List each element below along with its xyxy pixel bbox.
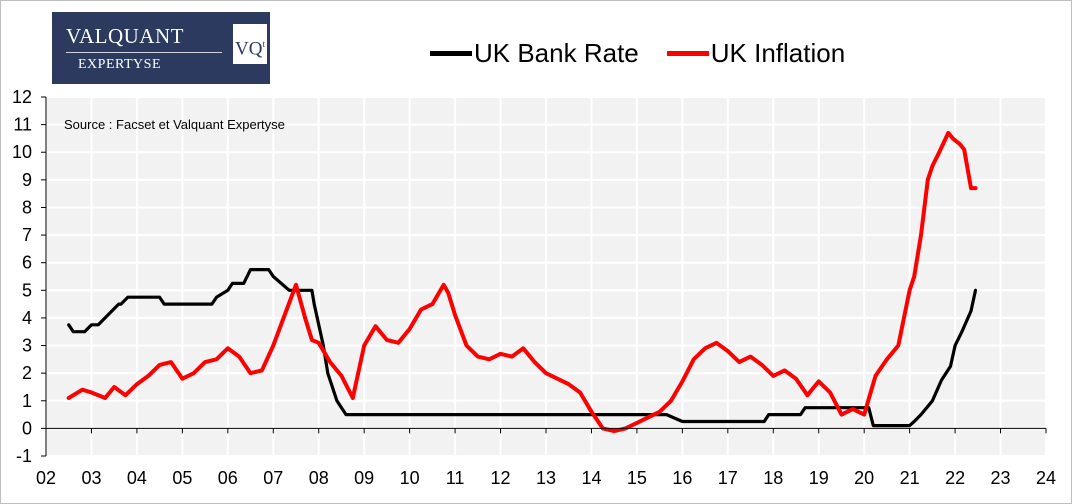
y-tick-label: 4 xyxy=(22,308,32,328)
logo-monogram: VQt xyxy=(233,24,267,64)
x-tick-label: 02 xyxy=(36,468,56,488)
y-tick-label: 11 xyxy=(13,115,32,135)
logo-rule xyxy=(66,52,222,53)
x-tick-label: 24 xyxy=(1036,468,1056,488)
legend-label-inflation: UK Inflation xyxy=(710,37,846,68)
source-note: Source : Facset et Valquant Expertyse xyxy=(64,117,285,132)
y-tick-label: 1 xyxy=(22,391,32,411)
x-tick-label: 07 xyxy=(263,468,283,488)
chart-legend: UK Bank Rate UK Inflation xyxy=(430,36,873,70)
x-tick-label: 22 xyxy=(945,468,965,488)
x-tick-label: 09 xyxy=(354,468,374,488)
x-tick-label: 10 xyxy=(400,468,420,488)
legend-item-bank-rate: UK Bank Rate xyxy=(430,38,639,69)
x-tick-label: 11 xyxy=(446,468,465,488)
legend-label-bank-rate: UK Bank Rate xyxy=(474,37,639,68)
y-tick-label: 2 xyxy=(22,363,32,383)
logo-monogram-text: VQ xyxy=(235,38,263,60)
x-tick-label: 05 xyxy=(172,468,192,488)
x-tick-label: 04 xyxy=(127,468,147,488)
y-tick-label: 8 xyxy=(22,197,32,217)
x-tick-label: 03 xyxy=(81,468,101,488)
x-tick-label: 06 xyxy=(218,468,238,488)
valquant-logo: VALQUANT EXPERTYSE VQt xyxy=(52,12,270,84)
y-tick-label: 6 xyxy=(22,253,32,273)
y-tick-label: 5 xyxy=(22,280,32,300)
x-tick-label: 19 xyxy=(809,468,829,488)
y-tick-label: 10 xyxy=(12,142,32,162)
y-tick-label: 3 xyxy=(22,336,32,356)
y-tick-label: 7 xyxy=(22,225,32,245)
x-tick-label: 20 xyxy=(854,468,874,488)
logo-monogram-sup: t xyxy=(262,39,265,49)
legend-item-inflation: UK Inflation xyxy=(666,37,846,69)
y-tick-label: 12 xyxy=(12,87,32,107)
y-tick-label: -1 xyxy=(16,446,32,466)
y-tick-label: 9 xyxy=(22,170,32,190)
x-tick-label: 12 xyxy=(491,468,511,488)
x-tick-label: 13 xyxy=(536,468,556,488)
x-tick-label: 23 xyxy=(991,468,1011,488)
logo-line1: VALQUANT xyxy=(66,24,184,48)
x-tick-label: 15 xyxy=(627,468,647,488)
logo-line2: EXPERTYSE xyxy=(78,57,161,72)
x-tick-label: 08 xyxy=(309,468,329,488)
legend-swatch-inflation xyxy=(666,50,709,56)
y-tick-label: 0 xyxy=(22,418,32,438)
x-tick-label: 18 xyxy=(763,468,783,488)
x-tick-label: 14 xyxy=(581,468,601,488)
series-line-bank-rate xyxy=(67,268,978,428)
legend-swatch-bank-rate xyxy=(430,50,472,56)
x-tick-label: 21 xyxy=(900,468,920,488)
x-tick-label: 16 xyxy=(672,468,692,488)
series-line-inflation xyxy=(66,130,978,434)
x-tick-label: 17 xyxy=(718,468,738,488)
